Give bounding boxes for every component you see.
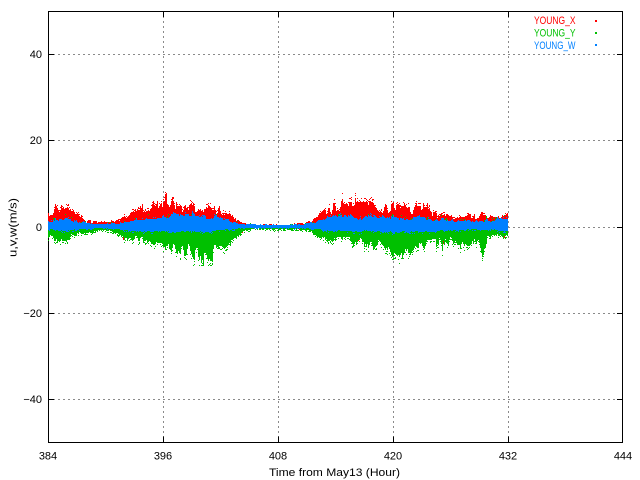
svg-text:YOUNG_X: YOUNG_X xyxy=(534,15,576,27)
svg-text:−20: −20 xyxy=(23,308,42,320)
svg-text:40: 40 xyxy=(30,49,42,61)
svg-text:444: 444 xyxy=(614,450,632,462)
svg-text:432: 432 xyxy=(499,450,517,462)
svg-text:396: 396 xyxy=(154,450,172,462)
svg-text:YOUNG_W: YOUNG_W xyxy=(534,40,576,52)
svg-text:YOUNG_Y: YOUNG_Y xyxy=(534,28,576,40)
svg-text:408: 408 xyxy=(269,450,287,462)
svg-text:−40: −40 xyxy=(23,394,42,406)
svg-text:0: 0 xyxy=(36,222,42,234)
svg-text:420: 420 xyxy=(384,450,402,462)
svg-text:Time from May13 (Hour): Time from May13 (Hour) xyxy=(269,467,400,479)
svg-text:20: 20 xyxy=(30,135,42,147)
svg-text:384: 384 xyxy=(39,450,57,462)
svg-text:u,v,w(m/s): u,v,w(m/s) xyxy=(8,198,20,257)
